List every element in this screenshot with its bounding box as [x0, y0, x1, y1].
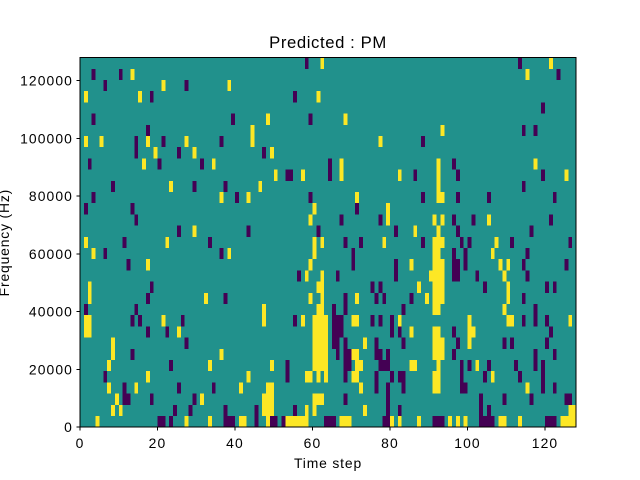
svg-text:60000: 60000 [29, 246, 73, 262]
svg-text:80: 80 [381, 435, 399, 451]
svg-text:0: 0 [76, 435, 85, 451]
svg-text:Predicted : PM: Predicted : PM [269, 33, 387, 52]
svg-text:Frequency (Hz): Frequency (Hz) [0, 189, 12, 297]
svg-text:40: 40 [226, 435, 244, 451]
svg-text:120000: 120000 [20, 73, 73, 89]
svg-text:0: 0 [64, 419, 73, 435]
svg-text:20000: 20000 [29, 361, 73, 377]
svg-text:60: 60 [304, 435, 322, 451]
svg-text:Time step: Time step [294, 455, 362, 471]
svg-text:100000: 100000 [20, 130, 73, 146]
svg-text:40000: 40000 [29, 304, 73, 320]
svg-text:80000: 80000 [29, 188, 73, 204]
svg-text:100: 100 [454, 435, 480, 451]
svg-text:120: 120 [532, 435, 558, 451]
svg-text:20: 20 [149, 435, 167, 451]
